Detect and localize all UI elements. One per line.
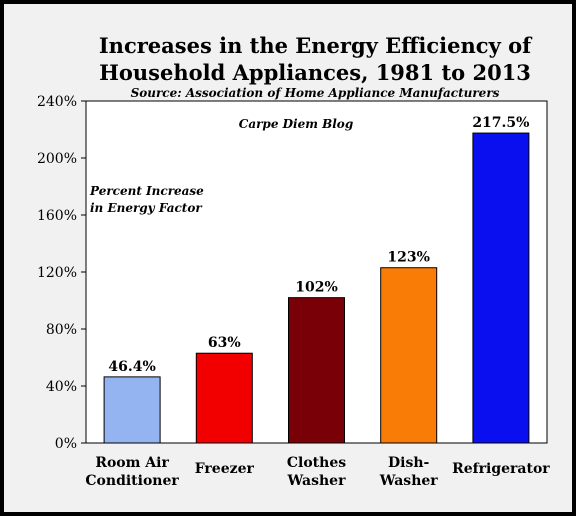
chart-title-line-1: Increases in the Energy Efficiency of bbox=[99, 33, 533, 58]
y-tick-label: 120% bbox=[37, 265, 77, 281]
y-tick-label: 160% bbox=[37, 208, 77, 224]
bars: 46.4% 63% 102% 123% 217.5% bbox=[103, 115, 530, 444]
y-axis-label-line-2: in Energy Factor bbox=[90, 201, 203, 215]
y-tick-label: 200% bbox=[37, 151, 77, 167]
y-axis: 0% 40% 80% 120% 160% 200% 240% bbox=[37, 94, 86, 452]
x-tick-label: Room Air bbox=[95, 455, 169, 471]
bar bbox=[195, 352, 253, 444]
x-tick-label: Dish- bbox=[388, 455, 430, 471]
x-tick-label: Washer bbox=[379, 473, 439, 489]
data-label: 63% bbox=[208, 335, 241, 351]
data-label: 123% bbox=[387, 250, 430, 266]
data-label: 217.5% bbox=[472, 115, 529, 131]
bar bbox=[103, 376, 161, 444]
chart-title-line-2: Household Appliances, 1981 to 2013 bbox=[99, 60, 531, 85]
bar-chart: Increases in the Energy Efficiency of Ho… bbox=[37, 33, 550, 489]
bar bbox=[472, 132, 530, 444]
x-tick-label: Refrigerator bbox=[452, 461, 550, 477]
x-axis: Room Air Conditioner Freezer Clothes Washer D… bbox=[85, 455, 550, 489]
y-tick-label: 40% bbox=[46, 379, 77, 395]
bar bbox=[380, 267, 438, 444]
y-tick-label: 240% bbox=[37, 94, 77, 110]
chart-subtitle: Source: Association of Home Appliance Ma… bbox=[131, 86, 500, 100]
chart-annotation: Carpe Diem Blog bbox=[239, 117, 353, 131]
x-tick-label: Washer bbox=[287, 473, 347, 489]
x-tick-label: Conditioner bbox=[85, 473, 179, 489]
data-label: 46.4% bbox=[108, 359, 155, 375]
y-tick-label: 0% bbox=[55, 436, 77, 452]
x-tick-label: Freezer bbox=[195, 461, 255, 477]
x-tick-label: Clothes bbox=[287, 455, 346, 471]
bar bbox=[288, 297, 345, 444]
chart-frame: Increases in the Energy Efficiency of Ho… bbox=[4, 4, 572, 512]
y-tick-label: 80% bbox=[46, 322, 77, 338]
data-label: 102% bbox=[295, 280, 338, 296]
y-axis-label-line-1: Percent Increase bbox=[89, 184, 204, 198]
